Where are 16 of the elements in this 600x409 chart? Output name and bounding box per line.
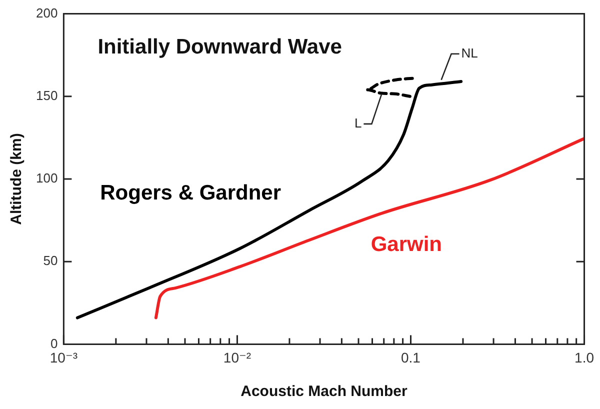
y-tick-label: 50 bbox=[43, 253, 58, 268]
series-label: Rogers & Gardner bbox=[100, 182, 282, 205]
text: Initially Downward Wave bbox=[98, 36, 342, 59]
y-axis-title: Altitude (km) bbox=[8, 133, 26, 225]
x-tick-label: 10⁻³ bbox=[50, 349, 78, 366]
annotation: L bbox=[354, 116, 362, 130]
x-axis-title: Acoustic Mach Number bbox=[240, 383, 408, 400]
x-tick-label: 0.1 bbox=[401, 349, 421, 366]
y-tick-label: 0 bbox=[50, 336, 58, 351]
annotation: NL bbox=[461, 45, 478, 60]
x-tick-label: 10⁻² bbox=[223, 349, 252, 366]
y-tick-label: 150 bbox=[36, 88, 58, 103]
x-tick-label: 1.0 bbox=[574, 349, 594, 366]
y-tick-label: 200 bbox=[36, 5, 58, 20]
series-label: Garwin bbox=[370, 232, 442, 256]
y-tick-label: 100 bbox=[36, 170, 58, 186]
